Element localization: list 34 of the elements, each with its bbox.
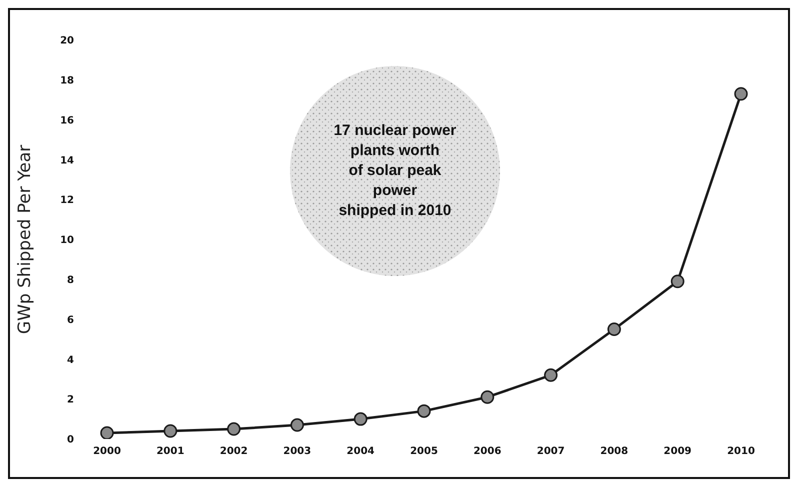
- point: [480, 390, 494, 404]
- point: [164, 424, 178, 438]
- x-tick-label: 2009: [664, 446, 692, 458]
- y-tick-label: 2: [67, 394, 74, 406]
- y-tick-label: 12: [60, 195, 74, 206]
- x-tick-label: 2002: [220, 446, 248, 458]
- y-tick-label: 18: [60, 75, 74, 86]
- x-tick-label: 2010: [727, 446, 755, 458]
- y-tick-label: 6: [67, 314, 74, 326]
- point: [354, 412, 368, 426]
- point: [544, 368, 558, 382]
- x-tick-label: 2004: [346, 446, 375, 458]
- x-tick-label: 2006: [473, 446, 502, 458]
- x-tick-label: 2005: [410, 446, 438, 458]
- y-tick-label: 0: [67, 434, 74, 446]
- x-tick-label: 2008: [600, 446, 628, 458]
- x-tick-label: 2000: [93, 446, 121, 458]
- x-tick-label: 2001: [156, 446, 184, 458]
- point: [227, 422, 241, 436]
- y-tick-label: 14: [60, 155, 74, 166]
- point: [670, 274, 684, 288]
- x-tick-label: 2007: [536, 446, 565, 458]
- point: [100, 426, 114, 439]
- point: [607, 322, 621, 336]
- x-tick-label: 2003: [283, 446, 312, 458]
- point: [290, 418, 304, 432]
- y-tick-label: 10: [60, 235, 74, 246]
- y-tick-label: 16: [60, 115, 74, 126]
- y-tick-label: 8: [67, 274, 74, 286]
- y-tick-label: 4: [67, 354, 74, 366]
- y-tick-label: 20: [60, 36, 74, 47]
- y-axis-title: GWp Shipped Per Year: [15, 144, 36, 334]
- point: [734, 87, 748, 101]
- point: [417, 404, 431, 418]
